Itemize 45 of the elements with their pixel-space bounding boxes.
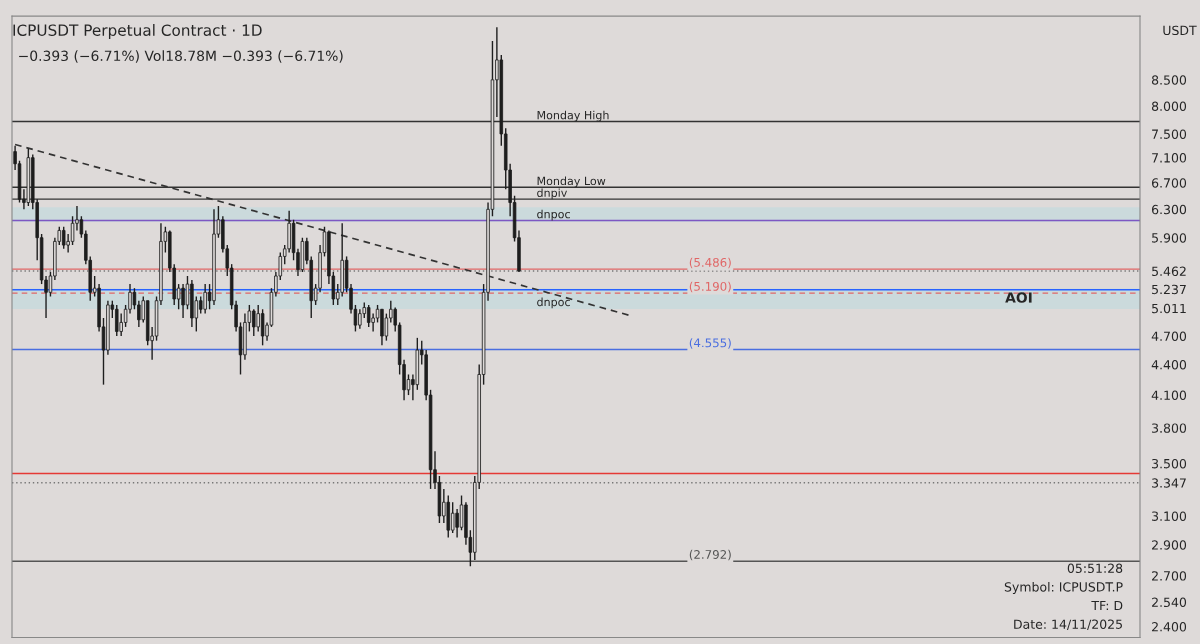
y-tick-label: 3.500 xyxy=(1152,458,1187,469)
y-tick-label: 7.500 xyxy=(1152,129,1187,139)
annotation: dnpoc xyxy=(537,209,570,221)
candlestick xyxy=(455,508,459,539)
y-tick-label: 5.900 xyxy=(1152,233,1187,243)
y-tick-label: 3.347 xyxy=(1152,478,1186,488)
y-tick-label: 2.540 xyxy=(1152,597,1187,608)
candlestick xyxy=(450,501,455,534)
y-tick-label: 5.011 xyxy=(1152,303,1186,314)
y-tick-label: 5.237 xyxy=(1152,284,1186,295)
candlestick xyxy=(366,304,371,328)
annotation: TF: D xyxy=(1091,600,1123,611)
annotation: Monday Low xyxy=(537,176,606,188)
y-tick-label: 2.400 xyxy=(1152,622,1187,632)
ref-line-label: (5.486) xyxy=(689,257,731,269)
y-tick-label: 8.500 xyxy=(1151,75,1187,85)
candlestick xyxy=(181,283,185,319)
ref-line-label: (4.555) xyxy=(689,338,731,349)
y-tick-label: 4.400 xyxy=(1151,360,1187,370)
annotation: dnpiv xyxy=(537,188,567,200)
ref-line-label: (5.190) xyxy=(689,281,731,293)
y-tick-label: 2.700 xyxy=(1152,571,1187,581)
band-label: AOI xyxy=(1005,292,1032,303)
annotation: 05:51:28 xyxy=(1067,563,1123,573)
y-tick-label: 5.462 xyxy=(1152,266,1186,276)
y-tick-label: 4.100 xyxy=(1151,390,1187,400)
y-tick-label: 3.100 xyxy=(1152,511,1187,521)
candlestick xyxy=(384,312,389,342)
candlestick xyxy=(260,308,265,347)
y-axis-title: USDT xyxy=(1163,25,1197,36)
ref-line-label: (2.792) xyxy=(689,549,731,561)
annotation: Date: 14/11/2025 xyxy=(1014,619,1122,630)
text: ICPUSDT Perpetual Contract · 1D xyxy=(13,24,262,39)
annotation: Monday High xyxy=(537,110,609,122)
text: −0.393 (−6.71%) Vol18.78M −0.393 (−6.71%) xyxy=(19,50,343,63)
candlestick xyxy=(61,226,66,250)
annotation: dnpoc xyxy=(537,297,570,309)
y-tick-label: 6.700 xyxy=(1151,178,1187,188)
y-tick-label: 2.900 xyxy=(1152,540,1187,550)
y-tick-label: 4.700 xyxy=(1151,331,1187,341)
y-tick-label: 6.300 xyxy=(1151,204,1187,215)
y-tick-label: 3.800 xyxy=(1152,423,1187,433)
y-tick-label: 7.100 xyxy=(1152,153,1187,163)
y-tick-label: 8.000 xyxy=(1151,101,1187,111)
annotation: Symbol: ICPUSDT.P xyxy=(1004,581,1123,595)
